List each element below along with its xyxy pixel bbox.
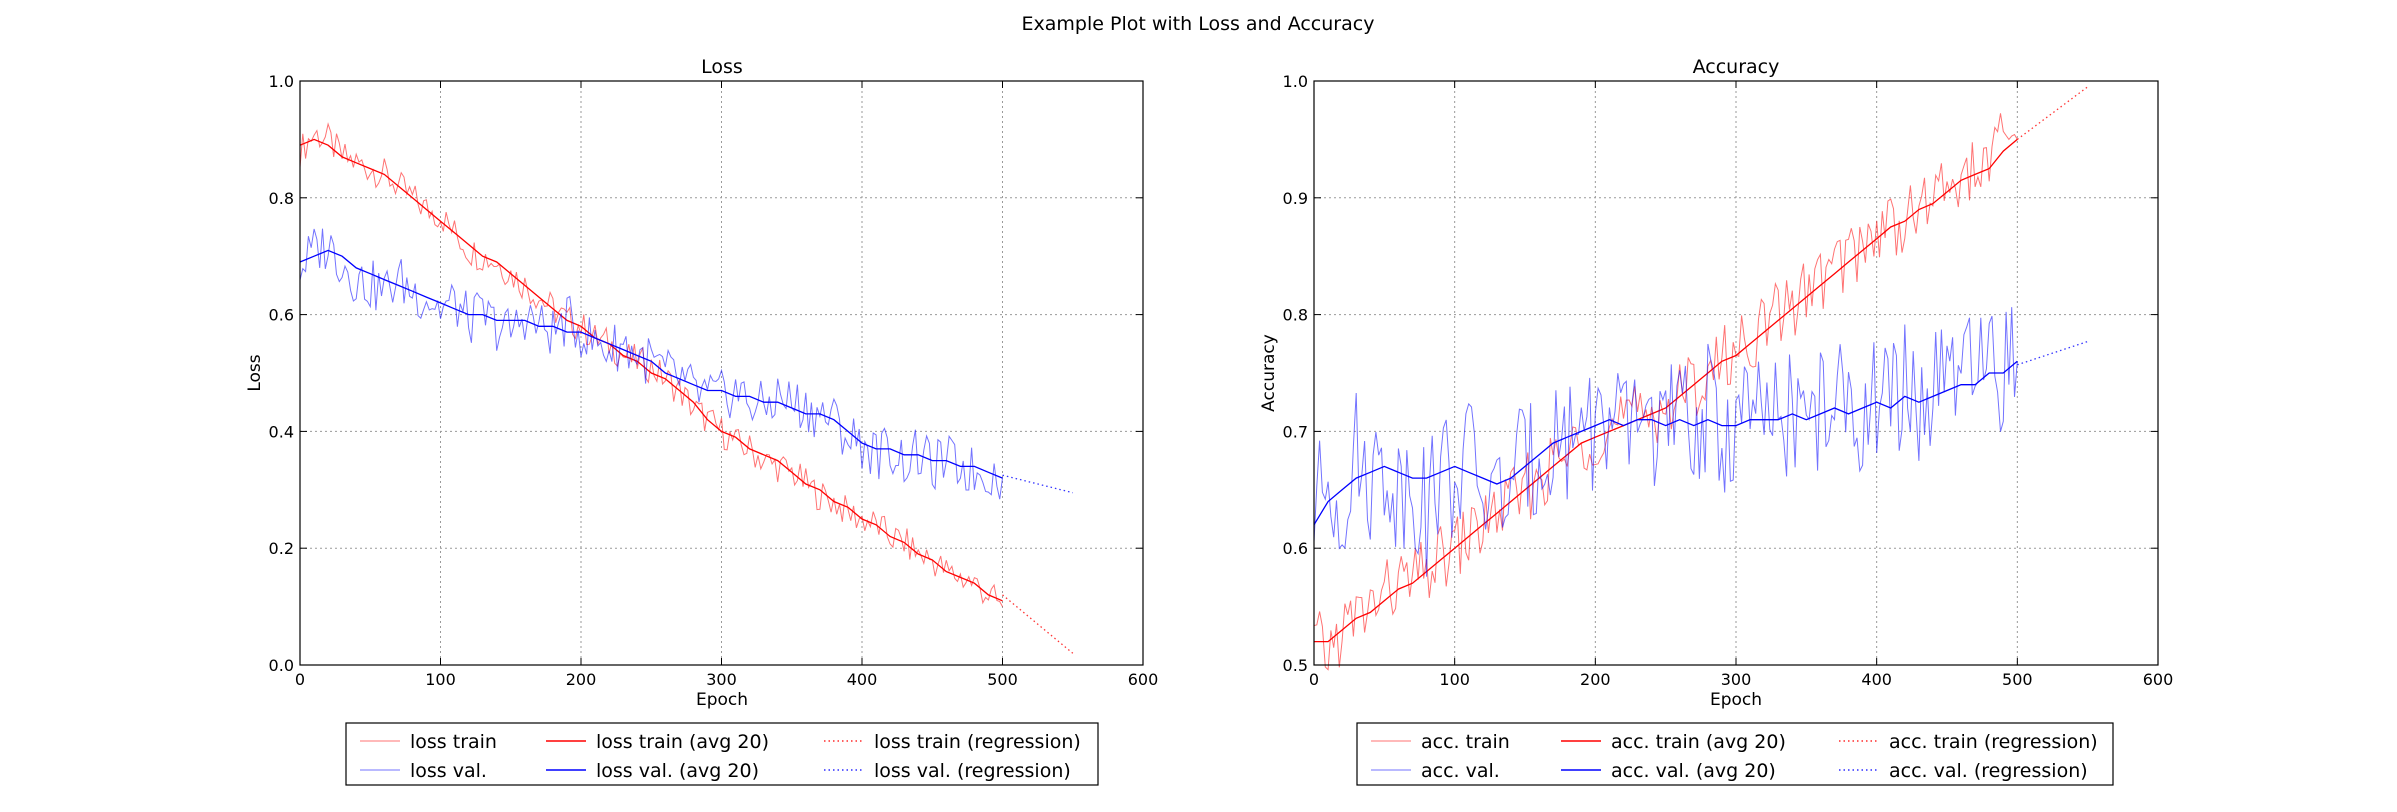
accuracy-chart-xtick-label-1: 100 — [1439, 670, 1470, 689]
figure-suptitle: Example Plot with Loss and Accuracy — [1022, 13, 1375, 35]
accuracy-chart-series-acc-train-regression — [2016, 86, 2089, 140]
loss-chart-series-loss-train-avg-20 — [299, 138, 1003, 602]
loss-chart-legend-label-loss-val-avg-20: loss val. (avg 20) — [596, 760, 759, 782]
accuracy-chart-xtick-label-5: 500 — [2002, 670, 2033, 689]
loss-chart-series-loss-val-regression — [1002, 474, 1073, 494]
accuracy-chart-ytick-label-0: 0.5 — [1283, 656, 1308, 675]
accuracy-chart-legend-label-acc-val-regression: acc. val. (regression) — [1889, 760, 2088, 782]
accuracy-chart-axes: 0 100 200 300 400 500 600 0.5 0.6 0.7 0.8 0.9 1.0 — [1283, 72, 2174, 689]
loss-chart-xtick-label-4: 400 — [847, 670, 878, 689]
accuracy-chart-series-acc-train — [1313, 113, 2018, 671]
loss-chart-axes: 0 100 200 300 400 500 600 0.0 0.2 0.4 0.6 0.8 1.0 — [269, 72, 1159, 689]
loss-chart-legend-label-loss-train: loss train — [410, 731, 497, 753]
accuracy-chart-series-acc-val-regression — [2017, 340, 2088, 366]
loss-chart-xtick-label-0: 0 — [295, 670, 305, 689]
loss-chart-ytick-label-5: 1.0 — [269, 72, 294, 91]
accuracy-chart-series-acc-val — [1313, 307, 2018, 577]
loss-chart-ytick-label-4: 0.8 — [269, 189, 294, 208]
accuracy-chart-series-acc-val-avg-20 — [1313, 360, 2018, 526]
accuracy-chart-ytick-label-1: 0.6 — [1283, 539, 1308, 558]
accuracy-chart-legend-label-acc-val: acc. val. — [1421, 760, 1500, 782]
accuracy-chart-title: Accuracy — [1693, 56, 1780, 78]
accuracy-chart-ytick-label-3: 0.8 — [1283, 306, 1308, 325]
accuracy-chart-ytick-label-2: 0.7 — [1283, 422, 1308, 441]
accuracy-chart-grid — [1314, 81, 2158, 665]
loss-chart-series-loss-train-regression — [1002, 594, 1074, 654]
accuracy-chart-legend-label-acc-train: acc. train — [1421, 731, 1510, 753]
loss-chart-grid — [300, 81, 1143, 665]
accuracy-chart-series-acc-train-avg-20 — [1314, 138, 2018, 643]
loss-chart: Loss Epoch Loss 0 100 200 300 400 500 600 0.0 0.… — [245, 56, 1159, 786]
accuracy-chart-series — [1313, 86, 2089, 671]
accuracy-chart-xtick-label-2: 200 — [1580, 670, 1611, 689]
loss-chart-xtick-label-5: 500 — [987, 670, 1018, 689]
loss-chart-xtick-label-6: 600 — [1128, 670, 1159, 689]
loss-chart-ytick-label-2: 0.4 — [269, 422, 294, 441]
loss-chart-series — [299, 122, 1074, 654]
accuracy-chart-xlabel: Epoch — [1710, 690, 1762, 710]
loss-chart-legend: loss train loss val. loss train (avg 20) lo… — [345, 722, 1099, 786]
loss-chart-legend-label-loss-val-regression: loss val. (regression) — [874, 760, 1071, 782]
loss-chart-xlabel: Epoch — [696, 690, 748, 710]
loss-chart-series-loss-train — [299, 122, 1003, 607]
accuracy-chart-legend: acc. train acc. val. acc. train (avg 20) ac… — [1356, 722, 2114, 786]
accuracy-chart-xtick-label-0: 0 — [1309, 670, 1319, 689]
loss-chart-ytick-label-1: 0.2 — [269, 539, 294, 558]
accuracy-chart-ytick-label-4: 0.9 — [1283, 189, 1308, 208]
loss-chart-ylabel: Loss — [245, 354, 265, 391]
accuracy-chart-ylabel: Accuracy — [1259, 334, 1279, 412]
accuracy-chart-xtick-label-3: 300 — [1721, 670, 1752, 689]
accuracy-chart-xtick-label-4: 400 — [1861, 670, 1892, 689]
loss-chart-series-loss-val — [299, 228, 1003, 500]
accuracy-chart: Accuracy Epoch Accuracy 0 100 200 300 400 500… — [1259, 56, 2174, 786]
loss-chart-legend-label-loss-train-avg-20: loss train (avg 20) — [596, 731, 769, 753]
loss-chart-legend-box — [345, 722, 1099, 786]
loss-chart-title: Loss — [701, 56, 743, 78]
loss-chart-legend-label-loss-train-regression: loss train (regression) — [874, 731, 1081, 753]
accuracy-chart-xtick-label-6: 600 — [2143, 670, 2174, 689]
accuracy-chart-legend-label-acc-train-regression: acc. train (regression) — [1889, 731, 2098, 753]
accuracy-chart-ytick-label-5: 1.0 — [1283, 72, 1308, 91]
loss-chart-series-loss-val-avg-20 — [299, 249, 1003, 479]
loss-chart-ytick-label-3: 0.6 — [269, 306, 294, 325]
accuracy-chart-legend-label-acc-val-avg-20: acc. val. (avg 20) — [1611, 760, 1776, 782]
loss-chart-ytick-label-0: 0.0 — [269, 656, 294, 675]
accuracy-chart-legend-box — [1356, 722, 2114, 786]
accuracy-chart-legend-label-acc-train-avg-20: acc. train (avg 20) — [1611, 731, 1786, 753]
loss-chart-xtick-label-1: 100 — [425, 670, 456, 689]
loss-chart-xtick-label-3: 300 — [706, 670, 737, 689]
loss-chart-legend-label-loss-val: loss val. — [410, 760, 487, 782]
loss-chart-xtick-label-2: 200 — [566, 670, 597, 689]
